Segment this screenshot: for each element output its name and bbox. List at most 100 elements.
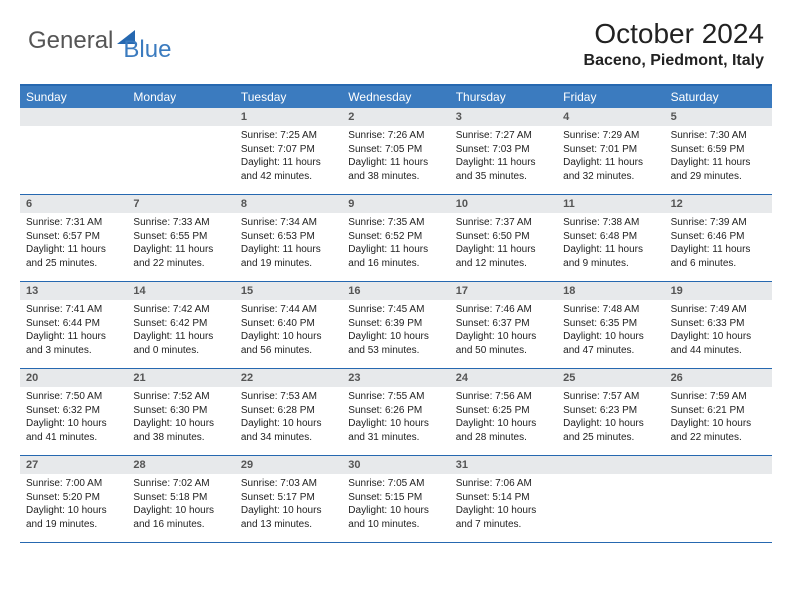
day-header-row: Sunday Monday Tuesday Wednesday Thursday… <box>20 86 772 108</box>
calendar-cell: 20Sunrise: 7:50 AMSunset: 6:32 PMDayligh… <box>20 369 127 455</box>
daylight-text: Daylight: 11 hours and 12 minutes. <box>456 243 551 270</box>
cell-body: Sunrise: 7:53 AMSunset: 6:28 PMDaylight:… <box>235 387 342 444</box>
sunrise-text: Sunrise: 7:42 AM <box>133 303 228 317</box>
cell-body: Sunrise: 7:39 AMSunset: 6:46 PMDaylight:… <box>665 213 772 270</box>
calendar-cell: 3Sunrise: 7:27 AMSunset: 7:03 PMDaylight… <box>450 108 557 194</box>
day-number: 5 <box>665 108 772 126</box>
cell-body: Sunrise: 7:06 AMSunset: 5:14 PMDaylight:… <box>450 474 557 531</box>
daylight-text: Daylight: 10 hours and 47 minutes. <box>563 330 658 357</box>
calendar-cell <box>127 108 234 194</box>
sunrise-text: Sunrise: 7:06 AM <box>456 477 551 491</box>
cell-body: Sunrise: 7:00 AMSunset: 5:20 PMDaylight:… <box>20 474 127 531</box>
sunrise-text: Sunrise: 7:52 AM <box>133 390 228 404</box>
daylight-text: Daylight: 10 hours and 7 minutes. <box>456 504 551 531</box>
cell-body: Sunrise: 7:30 AMSunset: 6:59 PMDaylight:… <box>665 126 772 183</box>
daylight-text: Daylight: 11 hours and 0 minutes. <box>133 330 228 357</box>
sunset-text: Sunset: 7:05 PM <box>348 143 443 157</box>
sunrise-text: Sunrise: 7:44 AM <box>241 303 336 317</box>
sunset-text: Sunset: 7:07 PM <box>241 143 336 157</box>
day-number: 21 <box>127 369 234 387</box>
sunrise-text: Sunrise: 7:25 AM <box>241 129 336 143</box>
day-number: 30 <box>342 456 449 474</box>
day-number: 28 <box>127 456 234 474</box>
sunset-text: Sunset: 5:14 PM <box>456 491 551 505</box>
sunset-text: Sunset: 5:20 PM <box>26 491 121 505</box>
sunset-text: Sunset: 6:33 PM <box>671 317 766 331</box>
cell-body: Sunrise: 7:02 AMSunset: 5:18 PMDaylight:… <box>127 474 234 531</box>
sunset-text: Sunset: 6:42 PM <box>133 317 228 331</box>
daylight-text: Daylight: 11 hours and 29 minutes. <box>671 156 766 183</box>
cell-body: Sunrise: 7:56 AMSunset: 6:25 PMDaylight:… <box>450 387 557 444</box>
sunrise-text: Sunrise: 7:49 AM <box>671 303 766 317</box>
day-number: 13 <box>20 282 127 300</box>
sunrise-text: Sunrise: 7:02 AM <box>133 477 228 491</box>
sunrise-text: Sunrise: 7:29 AM <box>563 129 658 143</box>
sunset-text: Sunset: 6:28 PM <box>241 404 336 418</box>
sunset-text: Sunset: 6:26 PM <box>348 404 443 418</box>
calendar-cell: 31Sunrise: 7:06 AMSunset: 5:14 PMDayligh… <box>450 456 557 542</box>
day-number: 11 <box>557 195 664 213</box>
sunrise-text: Sunrise: 7:27 AM <box>456 129 551 143</box>
day-number: 26 <box>665 369 772 387</box>
cell-body: Sunrise: 7:03 AMSunset: 5:17 PMDaylight:… <box>235 474 342 531</box>
cell-body: Sunrise: 7:26 AMSunset: 7:05 PMDaylight:… <box>342 126 449 183</box>
sunrise-text: Sunrise: 7:00 AM <box>26 477 121 491</box>
sunrise-text: Sunrise: 7:46 AM <box>456 303 551 317</box>
calendar-cell <box>557 456 664 542</box>
calendar-cell: 18Sunrise: 7:48 AMSunset: 6:35 PMDayligh… <box>557 282 664 368</box>
day-number: 23 <box>342 369 449 387</box>
calendar-cell: 26Sunrise: 7:59 AMSunset: 6:21 PMDayligh… <box>665 369 772 455</box>
daylight-text: Daylight: 10 hours and 22 minutes. <box>671 417 766 444</box>
cell-body: Sunrise: 7:41 AMSunset: 6:44 PMDaylight:… <box>20 300 127 357</box>
calendar-cell: 4Sunrise: 7:29 AMSunset: 7:01 PMDaylight… <box>557 108 664 194</box>
day-number <box>665 456 772 474</box>
cell-body: Sunrise: 7:57 AMSunset: 6:23 PMDaylight:… <box>557 387 664 444</box>
daylight-text: Daylight: 11 hours and 3 minutes. <box>26 330 121 357</box>
sunset-text: Sunset: 7:01 PM <box>563 143 658 157</box>
day-number: 16 <box>342 282 449 300</box>
cell-body: Sunrise: 7:46 AMSunset: 6:37 PMDaylight:… <box>450 300 557 357</box>
day-number: 9 <box>342 195 449 213</box>
cell-body: Sunrise: 7:27 AMSunset: 7:03 PMDaylight:… <box>450 126 557 183</box>
daylight-text: Daylight: 10 hours and 19 minutes. <box>26 504 121 531</box>
calendar-cell: 17Sunrise: 7:46 AMSunset: 6:37 PMDayligh… <box>450 282 557 368</box>
daylight-text: Daylight: 10 hours and 56 minutes. <box>241 330 336 357</box>
calendar-cell: 9Sunrise: 7:35 AMSunset: 6:52 PMDaylight… <box>342 195 449 281</box>
sunrise-text: Sunrise: 7:53 AM <box>241 390 336 404</box>
calendar-cell: 28Sunrise: 7:02 AMSunset: 5:18 PMDayligh… <box>127 456 234 542</box>
calendar-cell: 15Sunrise: 7:44 AMSunset: 6:40 PMDayligh… <box>235 282 342 368</box>
day-label: Thursday <box>450 86 557 108</box>
calendar-cell: 1Sunrise: 7:25 AMSunset: 7:07 PMDaylight… <box>235 108 342 194</box>
day-number: 29 <box>235 456 342 474</box>
daylight-text: Daylight: 10 hours and 13 minutes. <box>241 504 336 531</box>
cell-body: Sunrise: 7:34 AMSunset: 6:53 PMDaylight:… <box>235 213 342 270</box>
calendar-cell: 7Sunrise: 7:33 AMSunset: 6:55 PMDaylight… <box>127 195 234 281</box>
daylight-text: Daylight: 11 hours and 22 minutes. <box>133 243 228 270</box>
calendar-cell: 16Sunrise: 7:45 AMSunset: 6:39 PMDayligh… <box>342 282 449 368</box>
daylight-text: Daylight: 11 hours and 9 minutes. <box>563 243 658 270</box>
calendar-cell: 27Sunrise: 7:00 AMSunset: 5:20 PMDayligh… <box>20 456 127 542</box>
week-row: 1Sunrise: 7:25 AMSunset: 7:07 PMDaylight… <box>20 108 772 195</box>
sunrise-text: Sunrise: 7:50 AM <box>26 390 121 404</box>
calendar-cell: 6Sunrise: 7:31 AMSunset: 6:57 PMDaylight… <box>20 195 127 281</box>
day-number: 14 <box>127 282 234 300</box>
day-number: 19 <box>665 282 772 300</box>
sunrise-text: Sunrise: 7:26 AM <box>348 129 443 143</box>
calendar-cell: 21Sunrise: 7:52 AMSunset: 6:30 PMDayligh… <box>127 369 234 455</box>
sunrise-text: Sunrise: 7:39 AM <box>671 216 766 230</box>
sunset-text: Sunset: 6:23 PM <box>563 404 658 418</box>
sunset-text: Sunset: 6:50 PM <box>456 230 551 244</box>
sunset-text: Sunset: 5:18 PM <box>133 491 228 505</box>
sunrise-text: Sunrise: 7:35 AM <box>348 216 443 230</box>
cell-body: Sunrise: 7:29 AMSunset: 7:01 PMDaylight:… <box>557 126 664 183</box>
sunrise-text: Sunrise: 7:56 AM <box>456 390 551 404</box>
day-label: Monday <box>127 86 234 108</box>
day-number: 2 <box>342 108 449 126</box>
cell-body: Sunrise: 7:45 AMSunset: 6:39 PMDaylight:… <box>342 300 449 357</box>
sunrise-text: Sunrise: 7:33 AM <box>133 216 228 230</box>
week-row: 6Sunrise: 7:31 AMSunset: 6:57 PMDaylight… <box>20 195 772 282</box>
daylight-text: Daylight: 11 hours and 19 minutes. <box>241 243 336 270</box>
calendar-cell: 13Sunrise: 7:41 AMSunset: 6:44 PMDayligh… <box>20 282 127 368</box>
sunrise-text: Sunrise: 7:03 AM <box>241 477 336 491</box>
logo-text-blue: Blue <box>123 36 171 64</box>
